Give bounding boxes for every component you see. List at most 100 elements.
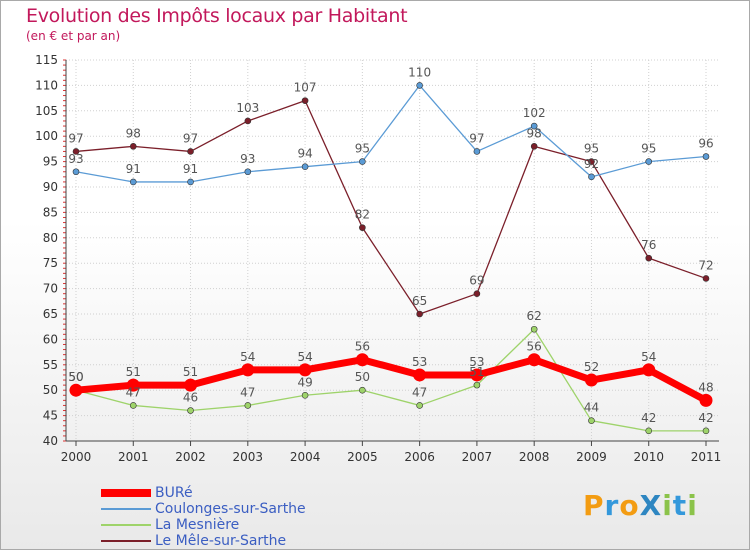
legend-swatch-mesniere [101,524,151,526]
data-point [244,168,252,176]
data-label: 54 [297,350,312,364]
data-point [530,122,538,130]
data-point [301,97,309,104]
x-tick-label: 2006 [404,450,435,464]
data-point [244,402,252,409]
y-tick-label: 85 [43,205,58,219]
data-point [530,325,538,333]
legend-swatch-bure [101,489,151,497]
data-point [187,178,194,186]
data-point [702,153,710,160]
data-point [416,310,423,318]
y-tick-label: 70 [43,282,58,296]
data-point [69,383,83,397]
series-line-2 [75,328,706,432]
logo-letter: i [662,489,673,522]
data-label: 102 [523,106,546,120]
data-label: 93 [240,152,255,166]
data-point [527,353,541,367]
y-tick-label: 95 [43,155,58,169]
data-label: 44 [584,401,599,415]
data-point [301,391,309,399]
legend-swatch-coulonges [101,508,151,510]
data-label: 97 [183,131,198,145]
data-label: 50 [68,370,83,384]
y-tick-label: 105 [35,104,58,118]
data-label: 103 [236,101,259,115]
data-point [645,254,653,262]
x-tick-label: 2003 [233,450,264,464]
data-point [702,427,710,435]
data-point [359,224,366,231]
y-tick-label: 60 [43,332,58,346]
y-tick-label: 45 [43,409,58,423]
chart-subtitle: (en € et par an) [26,29,121,43]
series-line-3 [75,99,707,315]
data-label: 53 [412,355,427,369]
data-label: 98 [126,126,141,140]
y-tick-label: 80 [43,231,58,245]
logo-letter: i [687,489,698,522]
data-label: 72 [698,258,713,272]
data-label: 47 [240,385,255,399]
y-tick-label: 90 [43,180,58,194]
data-point [588,417,595,424]
data-label: 47 [412,385,427,399]
series-line-0 [75,356,708,404]
logo-letter: X [639,489,663,522]
data-label: 82 [355,208,370,222]
x-tick-label: 2008 [519,450,550,464]
y-tick-label: 55 [43,358,58,372]
x-tick-label: 2005 [347,450,378,464]
data-label: 46 [183,391,198,405]
y-tick-label: 75 [43,256,58,270]
data-point [473,290,481,297]
data-label: 91 [126,162,141,176]
y-tick-label: 65 [43,307,58,321]
data-point [699,393,713,407]
data-point [473,381,481,389]
legend-label-mele: Le Mêle-sur-Sarthe [155,533,287,549]
data-label: 49 [297,375,312,389]
data-point [530,143,538,150]
data-label: 56 [527,340,542,354]
data-label: 69 [469,274,484,288]
data-label: 51 [183,365,198,379]
data-label: 95 [355,142,370,156]
logo-letter: r [604,489,620,522]
data-point [129,402,137,409]
x-tick-label: 2002 [175,450,206,464]
data-label: 93 [68,152,83,166]
data-label: 96 [698,137,713,151]
data-point [126,378,140,392]
data-label: 54 [641,350,656,364]
data-point [584,373,598,387]
data-point [413,368,427,382]
data-label: 95 [641,142,656,156]
x-tick-label: 2004 [290,450,321,464]
data-point [416,402,423,409]
data-label: 92 [584,157,599,171]
data-point [473,148,481,155]
y-tick-label: 40 [43,434,58,448]
data-point [359,158,366,165]
data-point [702,275,710,282]
data-point [129,178,137,186]
data-point [241,363,255,377]
data-label: 98 [527,126,542,140]
data-label: 51 [469,365,484,379]
data-label: 65 [412,294,427,308]
series-line-1 [75,84,707,183]
data-label: 53 [469,355,484,369]
x-tick-label: 2000 [61,450,92,464]
data-point [645,158,653,165]
logo-letter: o [619,489,640,522]
y-tick-label: 110 [35,78,58,92]
data-label: 47 [126,385,141,399]
data-label: 50 [355,370,370,384]
data-label: 51 [126,365,141,379]
data-point [72,168,80,176]
y-tick-label: 115 [35,53,58,67]
data-label: 91 [183,162,198,176]
